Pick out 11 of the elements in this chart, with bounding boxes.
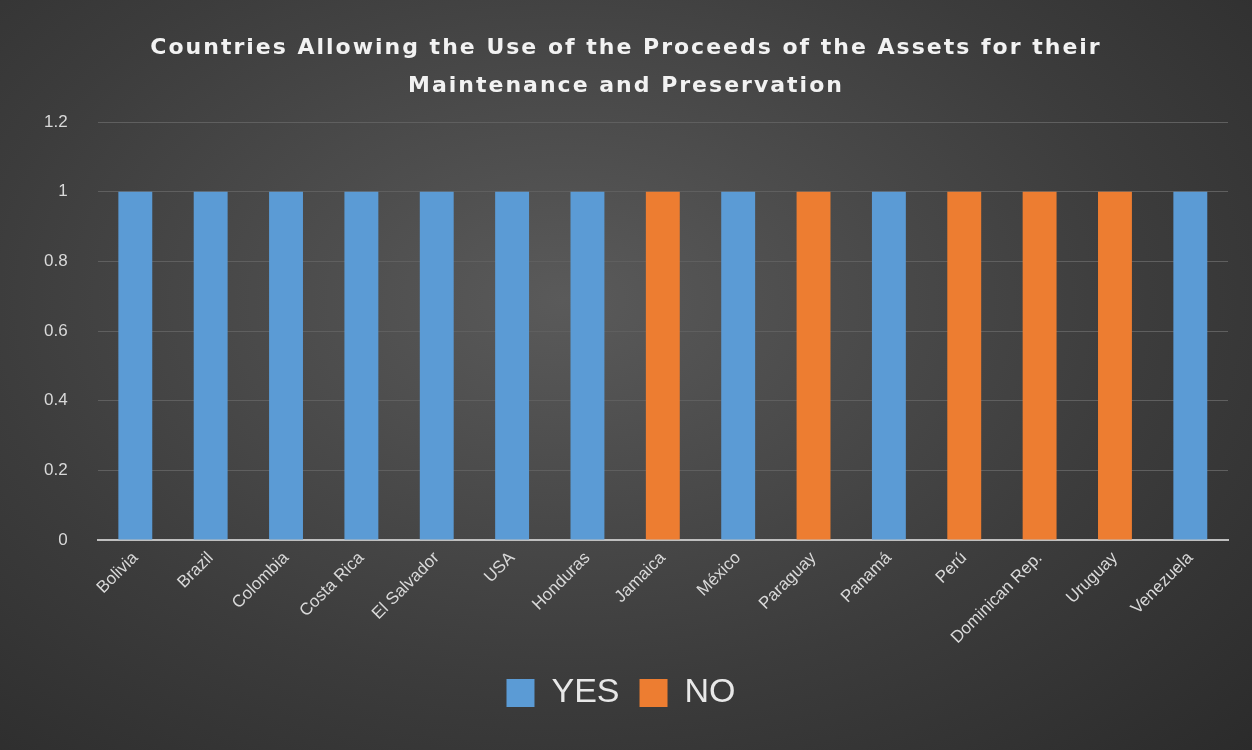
x-tick-label: USA <box>480 547 519 587</box>
y-tick-label: 0.6 <box>43 320 68 340</box>
y-tick-label: 0.2 <box>43 460 68 480</box>
y-tick-label: 0 <box>58 529 68 549</box>
y-tick-label: 0.4 <box>43 390 68 410</box>
y-tick-label: 1 <box>58 181 68 201</box>
y-tick-label: 1.2 <box>43 111 68 131</box>
legend-label: YES <box>551 671 620 710</box>
legend-label: NO <box>684 671 736 710</box>
y-tick-label: 0.8 <box>43 251 68 271</box>
chart-title: Countries Allowing the Use of the Proceeds of the Assets for their Maintenance and Preservation <box>149 33 1103 99</box>
